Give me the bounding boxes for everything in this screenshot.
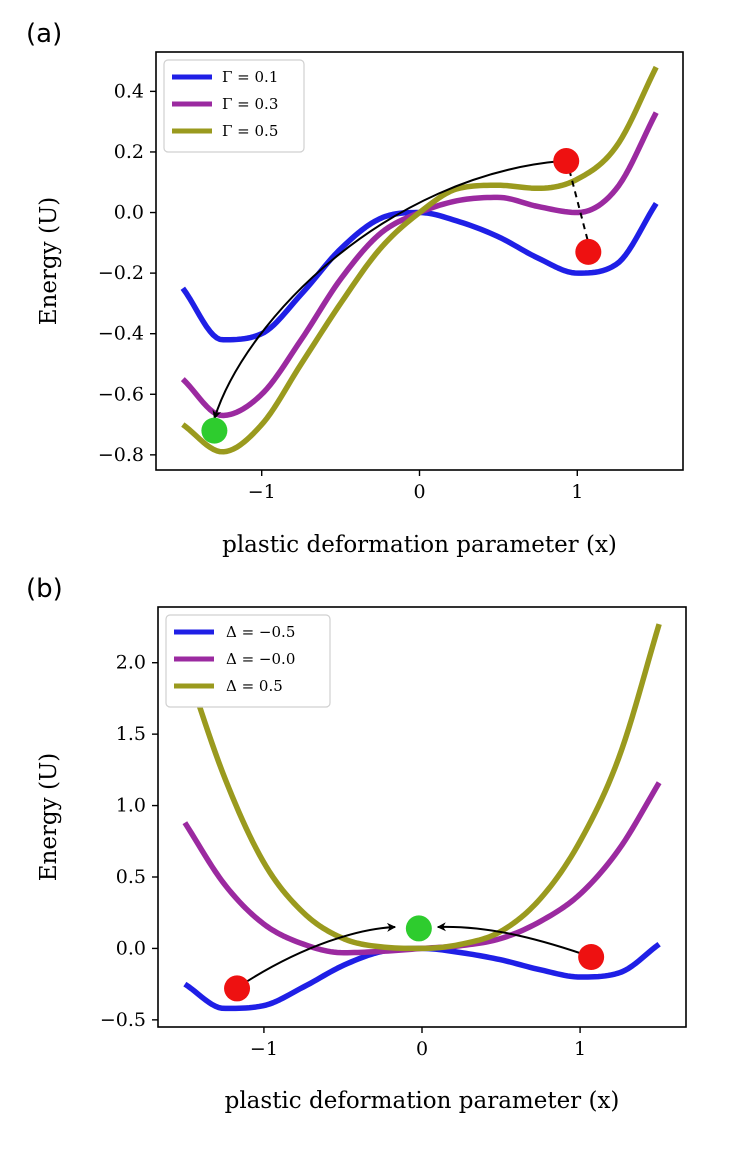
series-line-2 (182, 623, 662, 952)
legend: Γ = 0.1 Γ = 0.3 Γ = 0.5 (163, 59, 305, 153)
legend-entry-0: Δ = −0.5 (226, 623, 295, 641)
red-marker (553, 148, 580, 175)
annotation-layer (244, 922, 584, 984)
y-tick-label: −0.8 (98, 444, 144, 466)
marker-layer (224, 915, 605, 1002)
y-axis-label: Energy (U) (36, 197, 62, 326)
panel-b: (b) −1 0 1 −0.5 0.0 0.5 1.0 1.5 2.0 plastic defo… (26, 574, 687, 1114)
panel-label-a: (a) (26, 19, 62, 49)
y-tick-label: −0.2 (98, 262, 144, 284)
ticks-layer: −1 0 1 −0.5 0.0 0.5 1.0 1.5 2.0 (100, 652, 586, 1060)
y-tick-label: 0.4 (114, 80, 144, 102)
panel-label-b: (b) (26, 574, 63, 604)
y-tick-label: 0.5 (116, 866, 146, 888)
legend-entry-1: Γ = 0.3 (222, 95, 278, 113)
x-tick-label: −1 (248, 481, 276, 503)
red-marker (575, 238, 602, 265)
x-tick-label: 1 (574, 1038, 586, 1060)
red-marker (578, 944, 605, 970)
series-layer (182, 623, 662, 1012)
marker-layer (201, 148, 602, 444)
y-tick-label: 0.2 (114, 141, 144, 163)
y-tick-label: 0.0 (114, 202, 144, 224)
y-tick-label: −0.6 (98, 383, 144, 405)
y-tick-label: 1.0 (116, 795, 146, 817)
annotation-layer (212, 160, 590, 420)
y-tick-label: −0.4 (98, 323, 144, 345)
y-tick-label: 0.0 (116, 937, 146, 959)
green-marker (405, 915, 432, 942)
green-marker (201, 417, 228, 444)
y-tick-label: 1.5 (116, 723, 146, 745)
dashed-connector (568, 169, 590, 244)
transition-arrow (244, 922, 397, 984)
x-axis-label: plastic deformation parameter (x) (225, 1088, 620, 1114)
transition-arrow (212, 160, 562, 420)
ticks-layer: −1 0 1 −0.8 −0.6 −0.4 −0.2 0.0 0.2 0.4 (98, 80, 583, 503)
x-tick-label: 1 (571, 481, 583, 503)
y-axis-label: Energy (U) (36, 753, 62, 882)
x-axis-label: plastic deformation parameter (x) (222, 532, 617, 558)
series-line-2 (181, 65, 659, 455)
legend: Δ = −0.5 Δ = −0.0 Δ = 0.5 (165, 614, 331, 708)
x-tick-label: −1 (250, 1038, 278, 1060)
y-tick-label: 2.0 (116, 652, 146, 674)
legend-entry-2: Γ = 0.5 (222, 122, 278, 140)
series-line-0 (180, 201, 659, 343)
transition-arrow (436, 922, 584, 956)
x-tick-label: 0 (416, 1038, 428, 1060)
x-tick-label: 0 (413, 481, 425, 503)
y-tick-label: −0.5 (100, 1009, 146, 1031)
panel-a: (a) −1 0 1 −0.8 −0.6 −0.4 −0.2 0.0 0.2 0.4 plasti… (26, 19, 684, 558)
legend-entry-0: Γ = 0.1 (222, 68, 278, 86)
legend-entry-1: Δ = −0.0 (226, 650, 295, 668)
legend-entry-2: Δ = 0.5 (226, 677, 283, 695)
red-marker (224, 975, 251, 1002)
